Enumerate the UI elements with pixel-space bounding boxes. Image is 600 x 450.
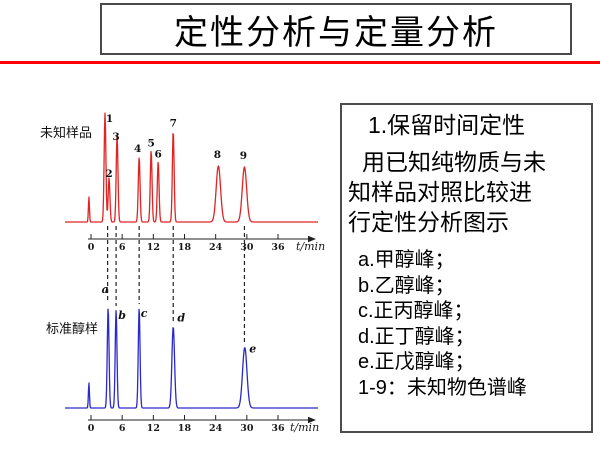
legend-item: a.甲醇峰；: [358, 249, 455, 271]
paragraph-line: 行定性分析图示: [348, 209, 509, 235]
red-divider-line: [0, 61, 600, 64]
svg-text:18: 18: [178, 423, 192, 434]
svg-text:b: b: [118, 309, 126, 322]
page-title: 定性分析与定量分析: [174, 13, 498, 52]
svg-text:8: 8: [214, 149, 221, 161]
svg-text:1: 1: [106, 113, 113, 125]
svg-text:12: 12: [147, 242, 160, 253]
svg-text:24: 24: [209, 423, 223, 434]
svg-text:36: 36: [271, 242, 285, 253]
svg-text:0: 0: [88, 242, 95, 253]
legend-item: c.正丙醇峰；: [358, 300, 474, 322]
svg-text:标准醇样: 标准醇样: [46, 321, 98, 336]
svg-text:6: 6: [155, 149, 162, 161]
svg-text:5: 5: [147, 138, 154, 150]
svg-text:a: a: [102, 283, 109, 296]
svg-text:d: d: [177, 312, 185, 325]
svg-text:4: 4: [134, 143, 141, 155]
legend-item: b.乙醇峰；: [358, 274, 455, 297]
svg-text:3: 3: [112, 131, 119, 143]
info-panel: 1.保留时间定性 用已知纯物质与未 知样品对照比较进 行定性分析图示 a.甲醇峰…: [340, 103, 593, 433]
svg-text:6: 6: [119, 423, 126, 434]
title-box: 定性分析与定量分析: [100, 3, 572, 55]
panel-heading: 1.保留时间定性: [368, 112, 526, 138]
svg-text:9: 9: [240, 150, 247, 162]
svg-text:30: 30: [240, 423, 254, 434]
peak-legend: a.甲醇峰； b.乙醇峰； c.正丙醇峰； d.正丁醇峰； e.正戊醇峰； 1-…: [358, 248, 591, 401]
svg-text:18: 18: [178, 242, 192, 253]
svg-text:t/min: t/min: [290, 421, 319, 434]
svg-text:12: 12: [147, 423, 160, 434]
svg-text:30: 30: [240, 242, 254, 253]
svg-text:24: 24: [209, 242, 223, 253]
legend-item: d.正丁醇峰；: [358, 325, 475, 348]
svg-text:e: e: [249, 343, 256, 356]
legend-item: 1-9：未知物色谱峰: [358, 376, 527, 399]
svg-text:2: 2: [105, 168, 112, 180]
svg-text:c: c: [141, 307, 148, 320]
svg-text:7: 7: [170, 118, 177, 130]
chromatogram-figure: 0 6 12 18 24 30 36 t/min 未知样品 1 2 3 4 5 6 7 8 9 0 6 12 18 24 30…: [0, 88, 345, 450]
legend-item: e.正戊醇峰；: [358, 351, 475, 373]
paragraph-line: 知样品对照比较进: [348, 179, 532, 205]
svg-text:36: 36: [271, 423, 285, 434]
paragraph-line: 用已知纯物质与未: [362, 149, 546, 175]
svg-text:未知样品: 未知样品: [40, 125, 92, 140]
svg-text:t/min: t/min: [296, 240, 325, 253]
svg-text:6: 6: [119, 242, 126, 253]
svg-text:0: 0: [88, 423, 95, 434]
panel-paragraph: 用已知纯物质与未 知样品对照比较进 行定性分析图示: [348, 147, 591, 237]
